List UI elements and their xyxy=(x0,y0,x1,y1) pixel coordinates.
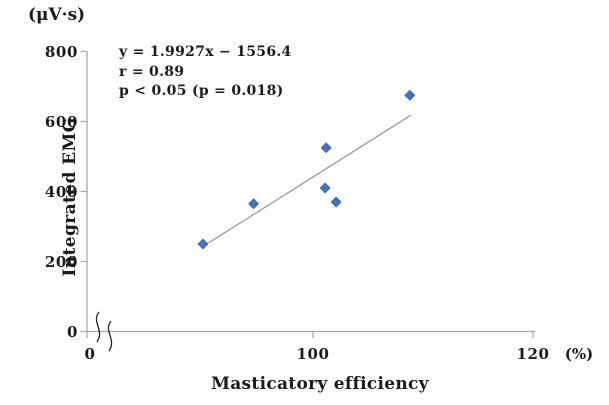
correlation-coefficient: r = 0.89 xyxy=(119,63,185,80)
x-tick-label: 0 xyxy=(84,345,96,363)
data-point-marker xyxy=(319,182,331,194)
x-tick-label: 120 xyxy=(516,345,550,363)
y-axis-unit-label: (μV·s) xyxy=(28,5,86,25)
data-point-marker xyxy=(320,142,332,154)
regression-equation: y = 1.9927x − 1556.4 xyxy=(119,44,292,60)
p-value: p < 0.05 (p = 0.018) xyxy=(119,83,284,99)
regression-annotation: y = 1.9927x − 1556.4 r = 0.89 p < 0.05 (… xyxy=(119,43,292,102)
x-axis-unit-label: (%) xyxy=(564,345,594,363)
y-tick-label: 800 xyxy=(44,42,78,61)
y-tick-label: 0 xyxy=(66,322,78,341)
y-tick-label: 400 xyxy=(44,182,78,201)
data-point-marker xyxy=(330,196,342,208)
axis-break-curve xyxy=(107,320,113,352)
trend-line xyxy=(208,114,412,244)
x-axis-title: Masticatory efficiency xyxy=(211,374,429,394)
axis-break-curve xyxy=(95,311,101,343)
data-point-marker xyxy=(248,198,260,210)
data-point-marker xyxy=(404,89,416,101)
x-axis-break-mark xyxy=(95,311,113,352)
y-tick-label: 600 xyxy=(44,112,78,131)
y-tick-label: 200 xyxy=(44,252,78,271)
data-point-marker xyxy=(197,238,209,250)
x-tick-label: 100 xyxy=(296,345,330,363)
